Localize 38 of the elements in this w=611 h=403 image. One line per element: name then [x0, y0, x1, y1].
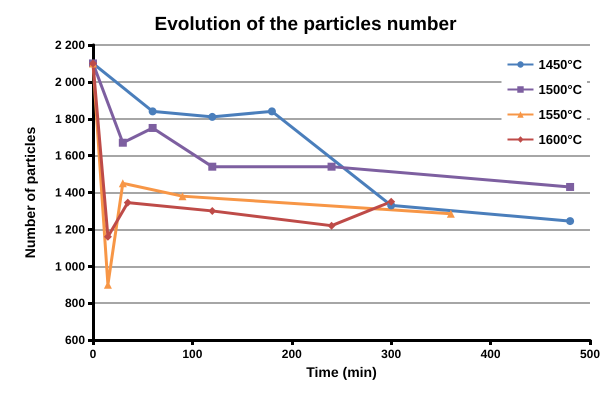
y-tick-label: 1 600: [54, 148, 86, 163]
x-tick-label: 300: [381, 347, 402, 361]
x-tick-label: 500: [580, 347, 600, 361]
x-tick-label: 400: [480, 347, 501, 361]
legend-label: 1500°C: [538, 82, 583, 97]
legend-label: 1450°C: [538, 57, 583, 72]
point: [566, 217, 574, 226]
point: [208, 206, 216, 215]
y-tick-label: 1 200: [54, 222, 86, 236]
y-tick-label: 1 400: [54, 186, 86, 200]
point: [328, 222, 336, 230]
y-axis-title: Number of particles: [22, 126, 38, 258]
point: [148, 107, 157, 116]
point: [124, 198, 132, 207]
legend-label: 1550°C: [538, 107, 583, 122]
point: [268, 107, 276, 116]
legend-label: 1600°C: [538, 132, 583, 147]
point: [328, 162, 336, 171]
point: [118, 138, 127, 147]
point: [446, 210, 455, 218]
point: [118, 179, 127, 188]
y-tick-label: 2 200: [54, 38, 86, 52]
y-tick-label: 2 000: [54, 74, 86, 89]
point: [208, 162, 216, 171]
y-tick-label: 600: [64, 333, 86, 347]
x-tick-label: 100: [182, 347, 203, 361]
x-tick-label: 200: [282, 347, 302, 361]
point: [148, 124, 157, 132]
point: [387, 198, 396, 206]
point: [208, 112, 216, 121]
chart-title: Evolution of the particles number: [154, 14, 458, 35]
y-tick-label: 1 800: [54, 112, 86, 126]
x-tick-label: 0: [90, 347, 97, 361]
x-axis-title: Time (min): [306, 364, 377, 380]
point: [178, 192, 186, 200]
point: [566, 182, 574, 191]
y-tick-label: 1 000: [54, 259, 86, 274]
y-tick-label: 800: [64, 296, 86, 310]
